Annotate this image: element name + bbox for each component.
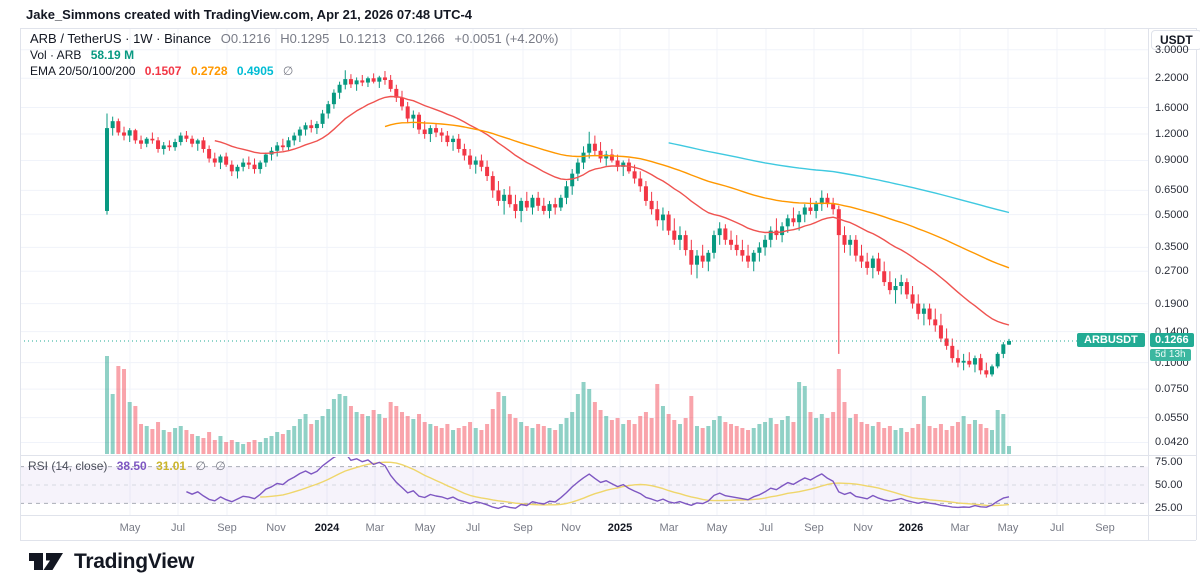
- rsi-label: RSI (14, close): [28, 459, 108, 473]
- price-tick-label: 0.6500: [1155, 184, 1189, 197]
- time-axis-label: Jul: [758, 522, 774, 534]
- price-axis-currency-button[interactable]: USDT: [1151, 30, 1200, 50]
- ema50-line: [384, 121, 1010, 269]
- time-axis-label: May: [997, 522, 1019, 534]
- price-tick-label: 3.0000: [1155, 43, 1189, 56]
- price-tick-label: 0.0550: [1155, 411, 1189, 424]
- price-tick-label: 2.2000: [1155, 72, 1189, 85]
- time-axis-label: Nov: [266, 522, 286, 534]
- tradingview-logo-icon: [29, 553, 63, 570]
- symbol-title[interactable]: ARB / TetherUS · 1W · Binance: [30, 31, 212, 46]
- time-axis-label: Sep: [217, 522, 237, 534]
- time-axis-label: Nov: [853, 522, 873, 534]
- volume-legend[interactable]: Vol · ARB 58.19 M: [30, 48, 134, 62]
- pane-borders: [20, 28, 1197, 541]
- rsi-line: [186, 457, 1010, 510]
- time-axis-label: Mar: [659, 522, 679, 534]
- price-tick-label: 1.2000: [1155, 128, 1189, 141]
- price-tick-label: 0.1900: [1155, 297, 1189, 310]
- price-tick-label: 0.0420: [1155, 436, 1189, 449]
- ema-legend[interactable]: EMA 20/50/100/200 0.1507 0.2728 0.4905 ∅: [30, 64, 293, 78]
- ema100-line: [668, 142, 1010, 214]
- time-axis-label: May: [414, 522, 436, 534]
- ohlc-open: O0.1216: [220, 31, 271, 46]
- time-axis-label: Jul: [170, 522, 186, 534]
- rsi-legend[interactable]: RSI (14, close) 38.50 31.01 ∅ ∅: [28, 459, 226, 473]
- rsi-value: 38.50: [116, 459, 147, 473]
- rsi-ma-value: 31.01: [156, 459, 187, 473]
- last-price-label: 0.1266: [1150, 333, 1194, 347]
- last-price-symbol-flag: ARBUSDT: [1077, 333, 1145, 347]
- time-axis-label: 2024: [314, 522, 340, 534]
- tradingview-wordmark: TradingView: [74, 550, 195, 573]
- tradingview-logo[interactable]: TradingView: [28, 550, 194, 574]
- rsi-tick-label: 75.00: [1155, 456, 1183, 468]
- price-tick-label: 1.6000: [1155, 101, 1189, 114]
- rsi-empty-icon-1: ∅: [195, 459, 206, 473]
- time-axis-label: 2025: [607, 522, 633, 534]
- rsi-ma-line: [260, 461, 1010, 507]
- ohlc-low: L0.1213: [339, 31, 387, 46]
- volume-value: 58.19 M: [90, 48, 135, 62]
- time-axis-label: Sep: [1095, 522, 1115, 534]
- rsi-tick-label: 50.00: [1155, 479, 1183, 491]
- time-axis-label: Sep: [804, 522, 824, 534]
- time-axis-label: Mar: [950, 522, 970, 534]
- time-axis-label: May: [706, 522, 728, 534]
- time-axis-label: Jul: [465, 522, 481, 534]
- ohlc-close: C0.1266: [395, 31, 445, 46]
- ema-label: EMA 20/50/100/200: [30, 64, 136, 78]
- ema20-line: [214, 95, 1010, 326]
- symbol-legend[interactable]: ARB / TetherUS · 1W · Binance O0.1216 H0…: [30, 31, 559, 46]
- time-axis-label: Sep: [513, 522, 533, 534]
- price-tick-label: 0.9000: [1155, 154, 1189, 167]
- bar-countdown-label: 5d 13h: [1150, 349, 1191, 361]
- volume-layer: [105, 356, 1012, 454]
- ema200-empty-icon: ∅: [282, 64, 294, 78]
- ohlc-high: H0.1295: [280, 31, 330, 46]
- ema100-value: 0.4905: [236, 64, 274, 78]
- time-axis-label: Jul: [1049, 522, 1065, 534]
- rsi-empty-icon-2: ∅: [215, 459, 226, 473]
- time-axis-label: 2026: [898, 522, 924, 534]
- price-tick-label: 0.0750: [1155, 383, 1189, 396]
- time-axis-label: Nov: [561, 522, 581, 534]
- time-axis-label: Mar: [365, 522, 385, 534]
- time-axis-label: May: [119, 522, 141, 534]
- rsi-tick-label: 25.00: [1155, 502, 1183, 514]
- price-change: +0.0051 (+4.20%): [454, 31, 559, 46]
- ema50-value: 0.2728: [190, 64, 228, 78]
- price-tick-label: 0.3500: [1155, 241, 1189, 254]
- price-tick-label: 0.2700: [1155, 265, 1189, 278]
- price-tick-label: 0.5000: [1155, 208, 1189, 221]
- attribution-text: Jake_Simmons created with TradingView.co…: [26, 7, 473, 22]
- volume-label: Vol · ARB: [30, 48, 82, 62]
- ema20-value: 0.1507: [144, 64, 182, 78]
